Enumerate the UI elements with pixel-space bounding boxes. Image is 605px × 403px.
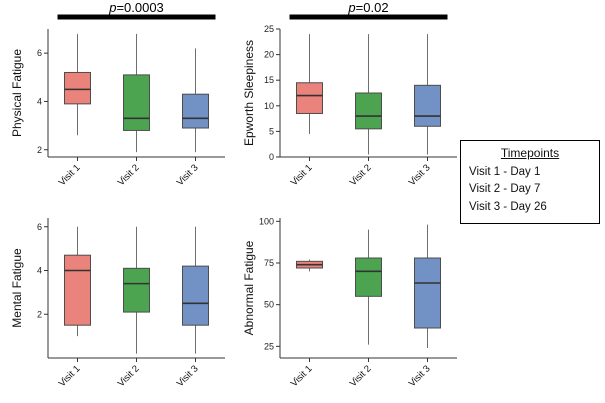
- axes: [276, 218, 457, 362]
- box-visit-1: [64, 226, 91, 337]
- y-tick-label: 4: [37, 266, 42, 276]
- panel-epworth-sleepiness: 0 5 10 15 20 25 Epworth Sleepiness Visit 1 Visit…: [240, 2, 465, 202]
- y-tick-label: 10: [264, 101, 274, 111]
- y-tick-label: 20: [264, 50, 274, 60]
- boxplot-mental-fatigue: 2 4 6 Mental Fatigue Visit 1 Visit 2 Visit 3: [10, 218, 225, 389]
- x-tick-label: Visit 3: [407, 162, 433, 188]
- box-visit-1: [296, 34, 323, 134]
- box-visit-2: [123, 33, 150, 153]
- y-tick-label: 2: [37, 145, 42, 155]
- axes: [44, 218, 225, 362]
- y-tick-label: 6: [37, 48, 42, 58]
- panel-mental-fatigue: 2 4 6 Mental Fatigue Visit 1 Visit 2 Visit 3: [8, 208, 233, 403]
- legend-item-visit-2: Visit 2 - Day 7: [469, 183, 541, 196]
- boxplot-abnormal-fatigue: 25 50 75 100 Abnormal Fatigue Visit 1 Visit 2 V…: [242, 216, 457, 389]
- axes: [276, 28, 457, 161]
- y-tick-label: 0: [269, 152, 274, 162]
- box-visit-2: [355, 229, 382, 345]
- boxplot-epworth-sleepiness: 0 5 10 15 20 25 Epworth Sleepiness Visit 1 Visit…: [242, 2, 457, 188]
- x-tick-label: Visit 1: [57, 162, 83, 188]
- y-axis-label: Epworth Sleepiness: [242, 40, 256, 146]
- y-tick-label: 100: [259, 216, 274, 226]
- y-tick-label: 4: [37, 96, 42, 106]
- x-tick-label: Visit 3: [175, 162, 201, 188]
- box-visit-1: [64, 33, 91, 136]
- axes: [44, 29, 225, 161]
- y-tick-label: 6: [37, 222, 42, 232]
- x-tick-label: Visit 1: [289, 162, 315, 188]
- y-tick-label: 25: [264, 341, 274, 351]
- y-tick-label: 25: [264, 24, 274, 34]
- panel-physical-fatigue: 2 4 6 Physical Fatigue Visit 1 Visit 2 Visit 3…: [8, 2, 233, 202]
- x-tick-label: Visit 2: [116, 363, 142, 389]
- box-visit-3: [414, 34, 441, 155]
- legend-item-visit-1: Visit 1 - Day 1: [469, 166, 541, 178]
- y-axis-label: Physical Fatigue: [10, 49, 24, 137]
- box-visit-2: [355, 34, 382, 155]
- panel-abnormal-fatigue: 25 50 75 100 Abnormal Fatigue Visit 1 Visit 2 V…: [240, 208, 465, 403]
- p-value-label: p=0.02: [347, 2, 388, 15]
- legend-box: Timepoints Visit 1 - Day 1 Visit 2 - Day…: [460, 140, 600, 224]
- boxplot-physical-fatigue: 2 4 6 Physical Fatigue Visit 1 Visit 2 Visit 3…: [10, 2, 225, 188]
- y-tick-label: 5: [269, 126, 274, 136]
- box-visit-3: [182, 226, 209, 354]
- x-tick-label: Visit 2: [348, 363, 374, 389]
- box-visit-2: [123, 226, 150, 354]
- y-axis-label: Mental Fatigue: [10, 248, 24, 328]
- box-visit-3: [182, 48, 209, 153]
- x-tick-label: Visit 3: [175, 363, 201, 389]
- y-tick-label: 50: [264, 300, 274, 310]
- legend-item-visit-3: Visit 3 - Day 26: [469, 200, 547, 213]
- box-visit-3: [414, 224, 441, 348]
- p-value-label: p=0.0003: [108, 2, 164, 15]
- x-tick-label: Visit 3: [407, 363, 433, 389]
- y-axis-label: Abnormal Fatigue: [242, 240, 256, 335]
- y-tick-label: 75: [264, 258, 274, 268]
- legend-title: Timepoints: [500, 146, 560, 160]
- y-tick-label: 2: [37, 309, 42, 319]
- x-tick-label: Visit 1: [57, 363, 83, 389]
- x-tick-label: Visit 2: [348, 162, 374, 188]
- box-visit-1: [296, 259, 323, 272]
- x-tick-label: Visit 1: [289, 363, 315, 389]
- x-tick-label: Visit 2: [116, 162, 142, 188]
- y-tick-label: 15: [264, 75, 274, 85]
